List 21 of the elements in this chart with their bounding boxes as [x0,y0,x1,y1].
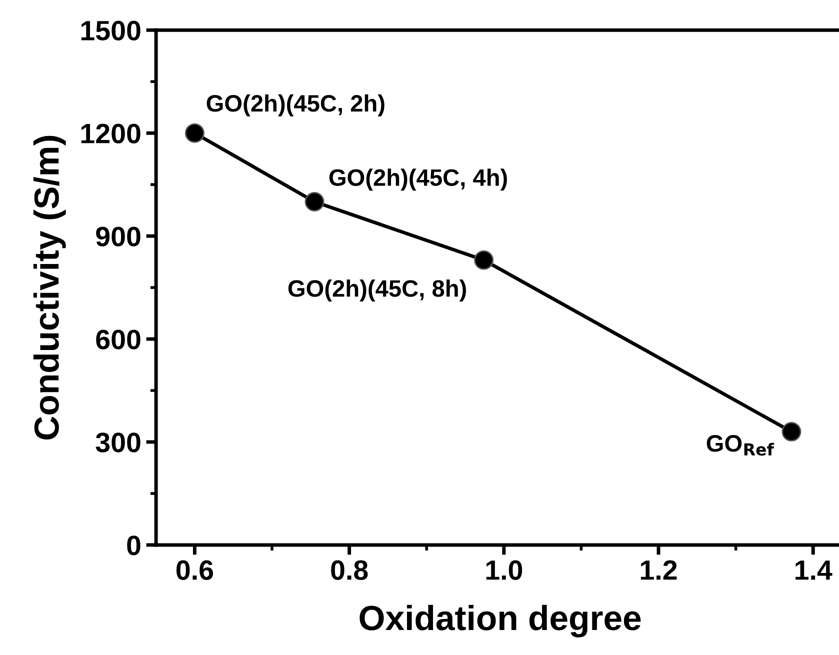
x-tick-label: 1.0 [486,560,522,580]
y-tick-label: 1200 [81,124,140,144]
y-axis-title: Conductivity (S/m) [33,136,66,440]
x-tick-label: 0.6 [176,560,214,580]
y-tick-label: 600 [96,330,140,350]
annotation: GO(2h)(45C, 4h) [329,168,507,191]
y-tick-label: 0 [127,536,140,556]
y-tick-label: 1500 [81,20,140,40]
x-tick-label: 1.2 [640,560,677,580]
y-tick-label: 300 [96,432,140,452]
x-axis-title: Oxidation degree [360,604,641,638]
point [184,123,204,143]
x-tick-label: 0.8 [331,560,368,580]
y-tick-label: 900 [96,226,140,246]
annotation: GO$_{Ref}$ [706,435,774,456]
point [304,192,324,212]
annotation: GO(2h)(45C, 8h) [288,280,466,302]
point [474,250,494,270]
point [782,422,802,442]
annotation: GO(2h)(45C, 2h) [206,94,384,116]
x-tick-label: 1.4 [796,560,832,580]
